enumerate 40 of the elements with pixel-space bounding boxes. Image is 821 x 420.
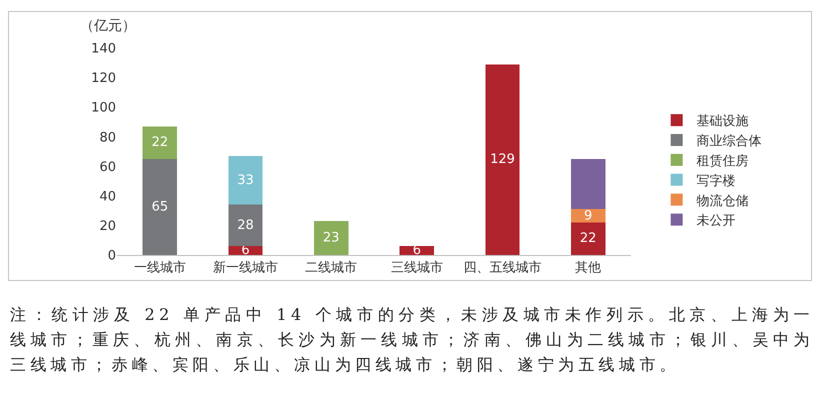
x-tick-label: 新一线城市 [213,260,278,276]
bar [228,204,263,246]
bar [571,158,606,210]
y-tick-label: 80 [99,130,116,146]
bar [228,156,263,205]
legend-label: 租赁住房 [696,152,749,169]
data-label: 23 [322,230,340,246]
legend-label: 基础设施 [696,114,749,130]
y-tick-label: 100 [91,100,116,116]
data-label: 22 [152,135,168,150]
bar [142,126,177,159]
bar [571,209,606,222]
x-tick-label: 四、五线城市 [464,260,542,276]
y-tick-label: 140 [91,42,116,57]
x-tick-label: 二线城市 [305,260,358,276]
x-tick-label: 一线城市 [134,260,186,276]
y-tick-label: 20 [99,218,116,234]
data-label: 33 [237,172,254,188]
data-label: 28 [237,218,254,233]
legend-label: 未公开 [696,214,736,229]
y-tick-label: 60 [99,160,116,175]
y-axis-title: （亿元） [80,18,136,34]
y-tick-label: 40 [99,189,116,204]
data-label: 129 [490,152,515,168]
data-label: 65 [152,199,168,214]
y-tick-label: 120 [91,71,116,86]
legend-label: 物流仓储 [696,192,749,209]
bar [314,220,348,255]
data-label: 22 [580,231,596,246]
bar [400,246,434,255]
data-label: 9 [584,208,592,224]
y-tick-label: 0 [108,248,116,264]
bar [142,158,177,255]
legend-label: 商业综合体 [696,134,762,150]
legend-label: 写字楼 [696,172,736,189]
bar [571,222,606,255]
x-tick-label: 三线城市 [390,260,443,276]
text: 注：统计涉及 22 单产品中 14 个城市的分类，未涉及城市未作列示。北京、上海为一线城市；重庆、杭州、南京、长沙为新一线城市；济南、佛山为二线城市；银川、吴中为三线城市；赤峰、宾阳、乐山、凉山为四线城市；朝阳、遂宁为五线城市。 [10,304,814,376]
bar [485,64,520,255]
x-tick-label: 其他 [575,260,602,276]
